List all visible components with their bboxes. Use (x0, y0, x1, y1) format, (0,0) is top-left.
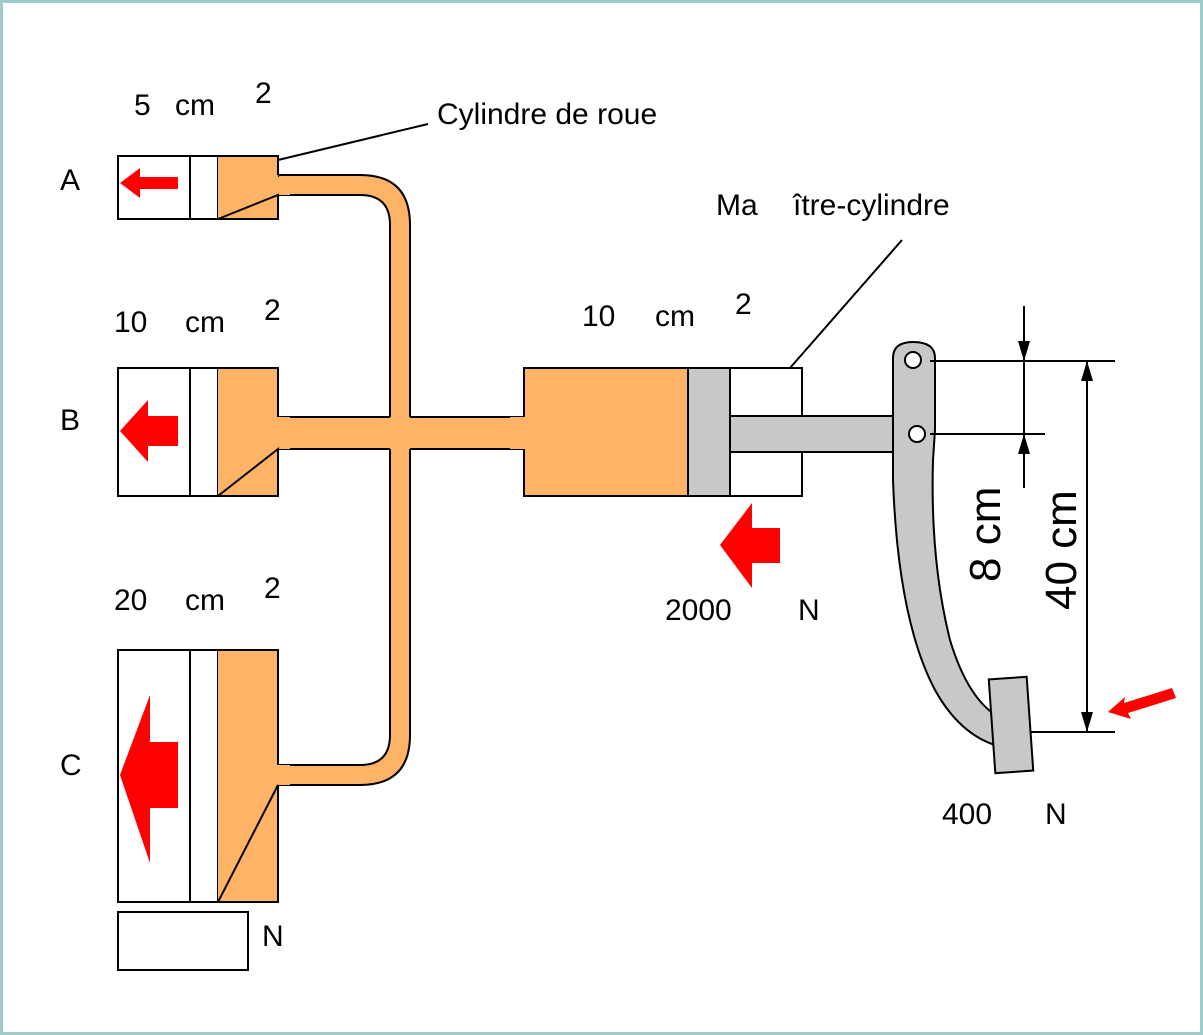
cylinder-b (117, 367, 290, 497)
cylinder-a-label: A (60, 164, 80, 197)
joint-icon (908, 425, 926, 443)
cylinder-b-label: B (60, 404, 80, 437)
area-a-exp: 2 (255, 77, 272, 110)
answer-unit: N (262, 920, 284, 953)
master-cylinder-label-1: Ma (716, 189, 758, 222)
arrow-b-icon (120, 400, 178, 462)
master-force-unit: N (798, 594, 820, 627)
cylinder-c-label: C (60, 749, 82, 782)
cylinder-a (117, 155, 290, 220)
area-a-value: 5 (134, 89, 151, 122)
pedal-force-unit: N (1045, 798, 1067, 831)
pedal-pad (987, 675, 1035, 775)
arrow-pedal-icon (1108, 688, 1176, 719)
leader-wheel (277, 123, 429, 161)
arrow-c-icon (120, 695, 178, 863)
arrow-a-icon (120, 168, 178, 198)
leader-master (789, 239, 903, 369)
master-cylinder (510, 367, 921, 588)
area-master-value: 10 (582, 300, 615, 333)
push-rod (729, 415, 921, 453)
dimension-8cm-label: 8 cm (961, 487, 1010, 582)
pedal-force-value: 400 (942, 798, 992, 831)
wheel-cylinder-label: Cylindre de roue (437, 98, 657, 131)
fluid-lines (270, 174, 528, 786)
area-b-exp: 2 (264, 294, 281, 327)
brake-pedal (892, 340, 1176, 775)
answer-box (117, 911, 249, 971)
pedal-arm (892, 340, 1002, 748)
pivot-icon (904, 351, 922, 369)
cylinder-c (117, 649, 290, 971)
area-b-value: 10 (114, 306, 147, 339)
area-c-unit: cm (185, 584, 225, 617)
area-b-unit: cm (185, 306, 225, 339)
master-force-value: 2000 (665, 594, 732, 627)
area-c-value: 20 (114, 584, 147, 617)
area-a-unit: cm (175, 89, 215, 122)
master-piston (687, 367, 731, 497)
area-master-unit: cm (655, 300, 695, 333)
master-cylinder-label-2: ître-cylindre (792, 189, 950, 222)
dimension-40cm-label: 40 cm (1037, 490, 1086, 610)
pipe-vertical (277, 174, 411, 786)
area-master-exp: 2 (735, 288, 752, 321)
area-c-exp: 2 (264, 572, 281, 605)
arrow-master-icon (720, 503, 780, 588)
dimension-lines (930, 306, 1115, 733)
